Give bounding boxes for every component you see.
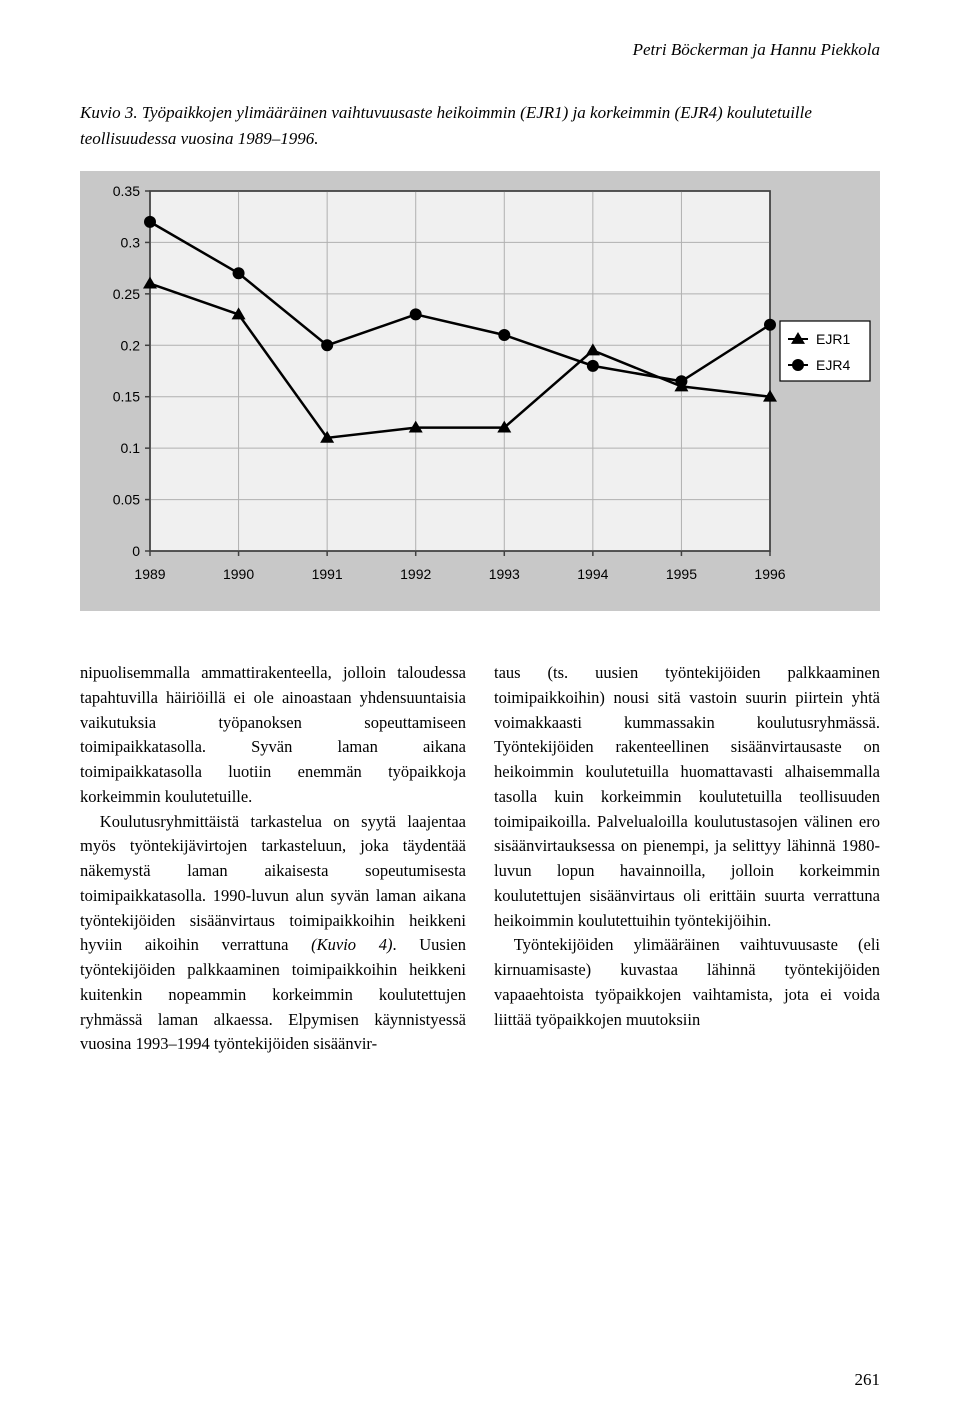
svg-text:1993: 1993 bbox=[489, 566, 520, 582]
figure-caption-text: Työpaikkojen ylimääräinen vaihtuvuusaste… bbox=[80, 103, 812, 148]
chart-svg: 0 0.05 0.1 0.15 0.2 0.25 0.3 0.35 1989 1990 1991 19… bbox=[80, 171, 880, 611]
col1-p2-a: Koulutusryhmittäistä tarkastelua on syyt… bbox=[80, 812, 466, 955]
page-header-authors: Petri Böckerman ja Hannu Piekkola bbox=[80, 40, 880, 60]
col1-para-2: Koulutusryhmittäistä tarkastelua on syyt… bbox=[80, 810, 466, 1058]
svg-text:0.1: 0.1 bbox=[121, 440, 141, 456]
figure-label: Kuvio 3. bbox=[80, 103, 138, 122]
svg-text:1992: 1992 bbox=[400, 566, 431, 582]
svg-text:1990: 1990 bbox=[223, 566, 254, 582]
svg-text:0.05: 0.05 bbox=[113, 492, 140, 508]
svg-text:0.3: 0.3 bbox=[121, 234, 141, 250]
chart-kuvio-3: 0 0.05 0.1 0.15 0.2 0.25 0.3 0.35 1989 1990 1991 19… bbox=[80, 171, 880, 611]
svg-text:0.35: 0.35 bbox=[113, 183, 140, 199]
svg-text:1995: 1995 bbox=[666, 566, 697, 582]
col1-para-1: nipuolisemmalla ammattirakenteella, joll… bbox=[80, 661, 466, 810]
svg-text:1996: 1996 bbox=[754, 566, 785, 582]
figure-caption: Kuvio 3. Työpaikkojen ylimääräinen vaiht… bbox=[80, 100, 880, 151]
column-left: nipuolisemmalla ammattirakenteella, joll… bbox=[80, 661, 466, 1057]
svg-text:0.25: 0.25 bbox=[113, 286, 140, 302]
svg-text:1989: 1989 bbox=[134, 566, 165, 582]
page-number: 261 bbox=[855, 1370, 881, 1390]
col1-p2-ital: (Kuvio 4) bbox=[311, 935, 392, 954]
col2-para-2: Työntekijöiden ylimääräinen vaihtuvuusas… bbox=[494, 933, 880, 1032]
svg-text:1994: 1994 bbox=[577, 566, 608, 582]
svg-text:EJR1: EJR1 bbox=[816, 331, 850, 347]
body-columns: nipuolisemmalla ammattirakenteella, joll… bbox=[80, 661, 880, 1057]
svg-text:0: 0 bbox=[132, 543, 140, 559]
svg-text:EJR4: EJR4 bbox=[816, 357, 850, 373]
column-right: taus (ts. uusien työntekijöiden palkkaam… bbox=[494, 661, 880, 1057]
col2-para-1: taus (ts. uusien työntekijöiden palkkaam… bbox=[494, 661, 880, 933]
svg-text:0.15: 0.15 bbox=[113, 389, 140, 405]
svg-text:0.2: 0.2 bbox=[121, 337, 141, 353]
svg-text:1991: 1991 bbox=[312, 566, 343, 582]
